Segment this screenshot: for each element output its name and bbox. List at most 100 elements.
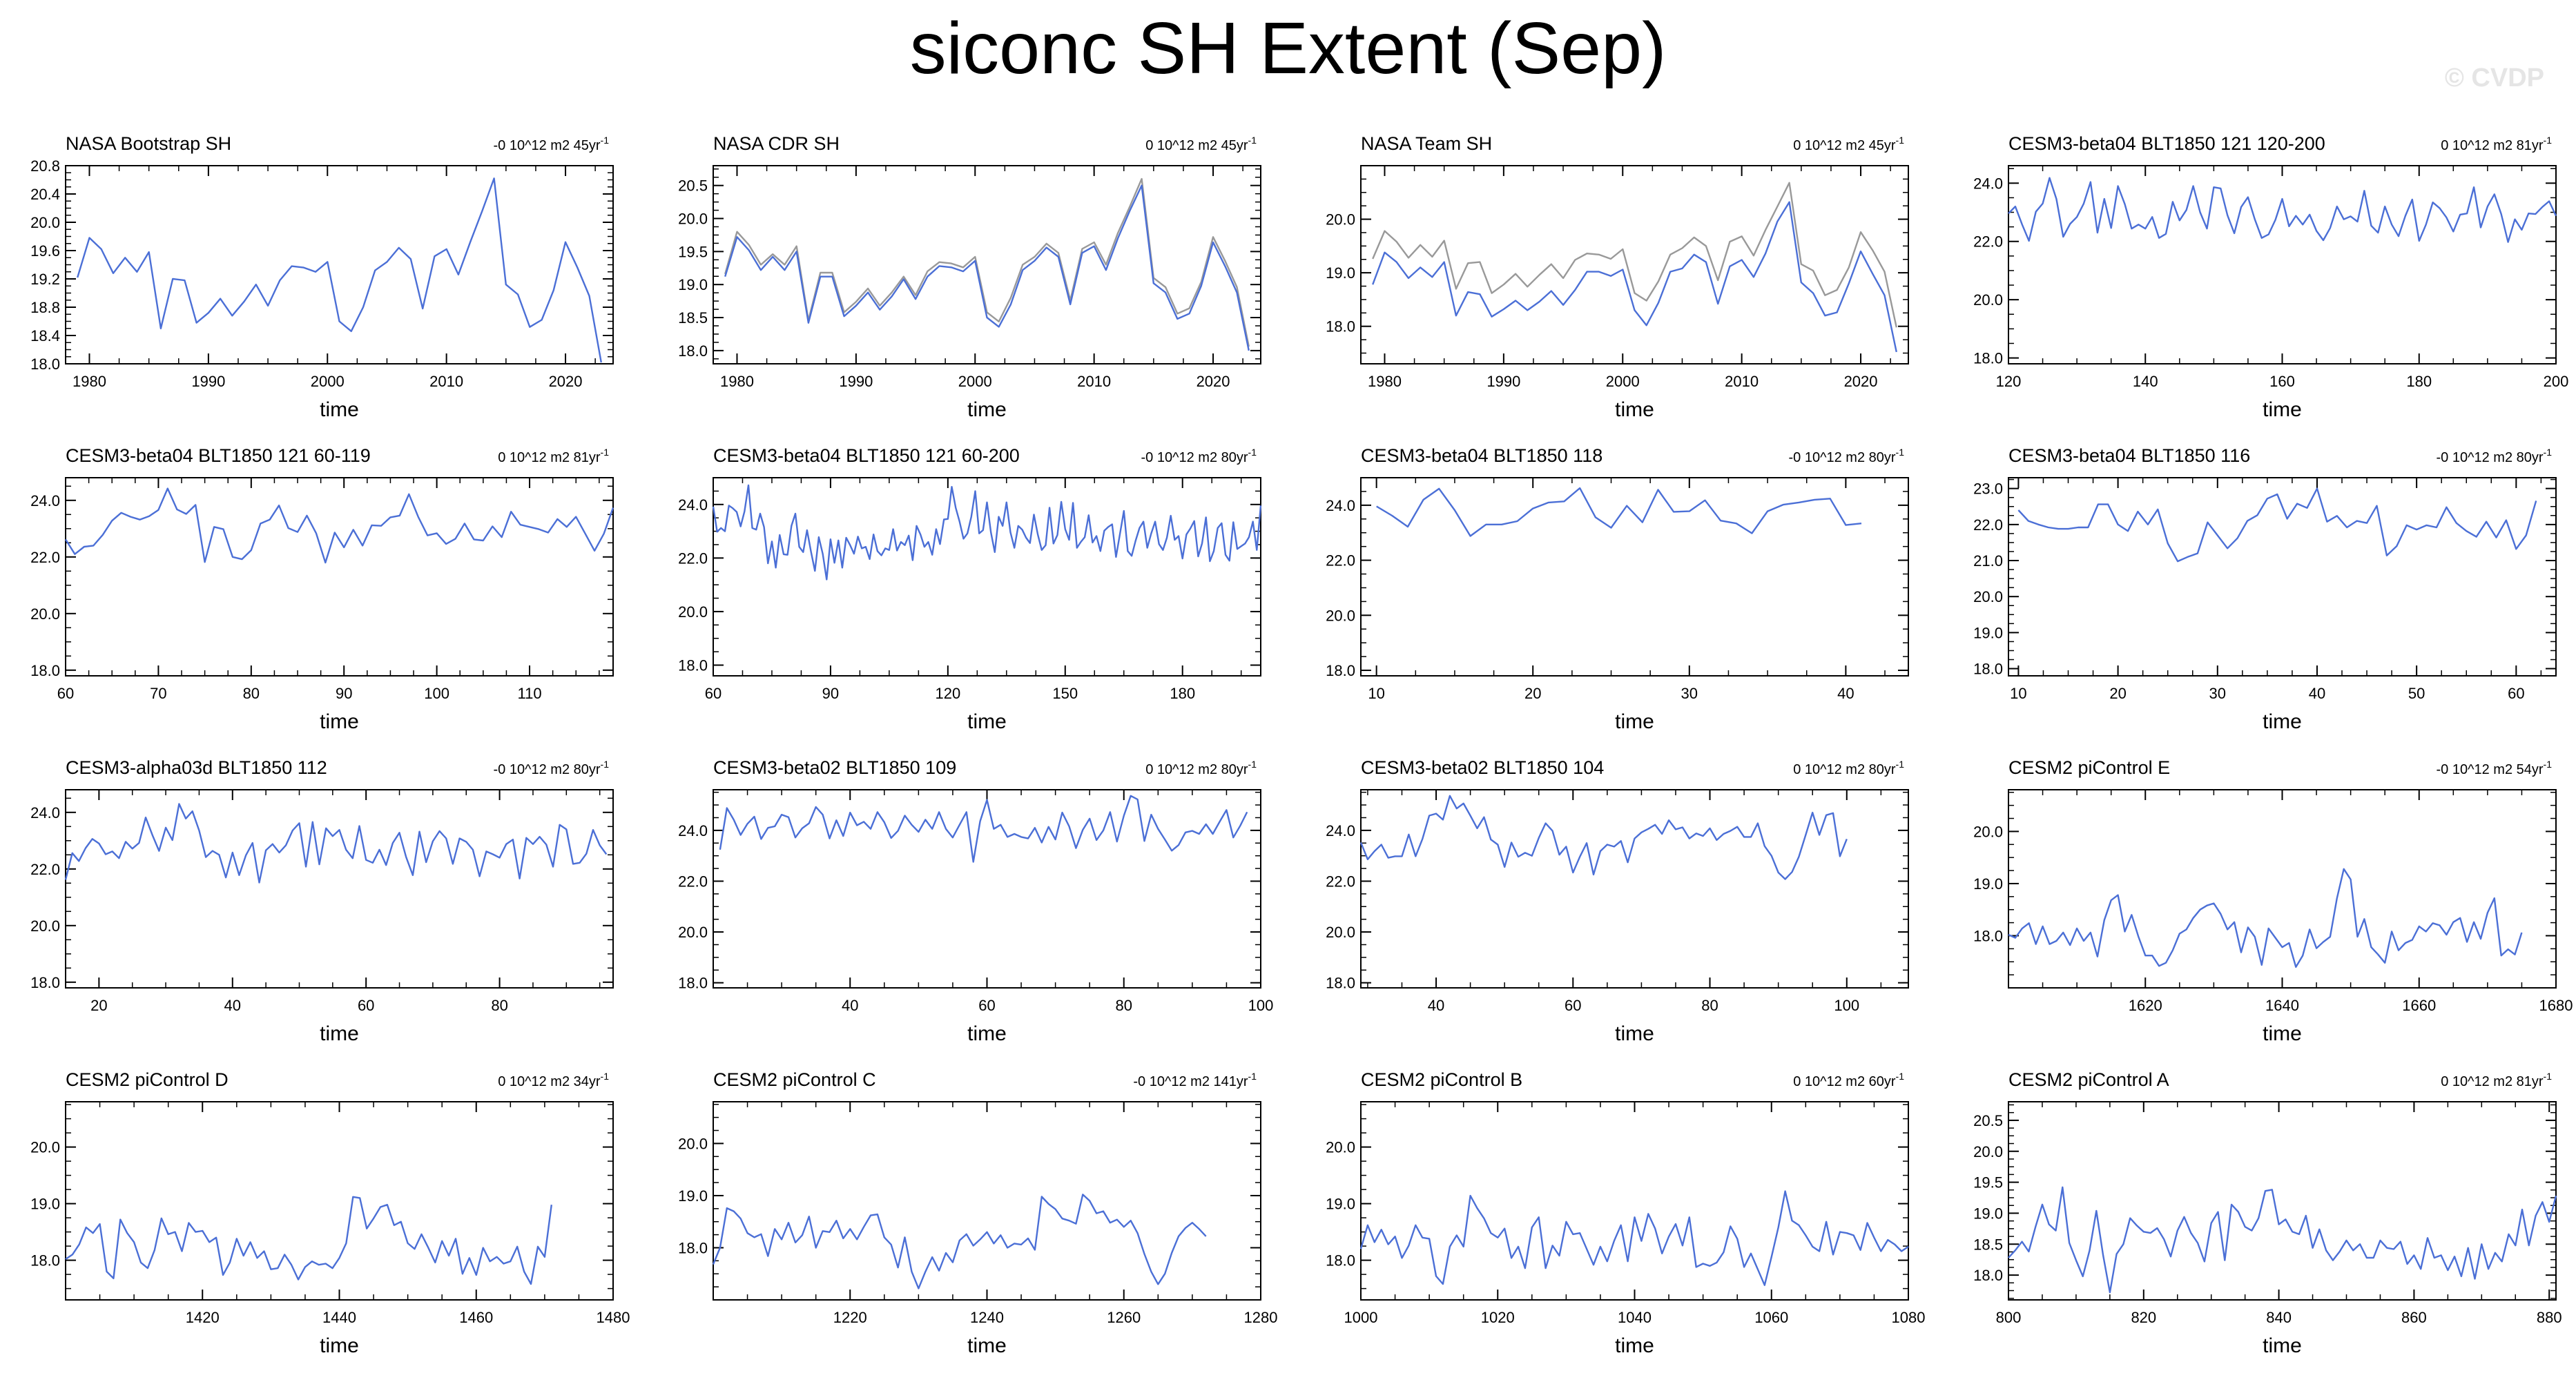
x-axis-label: time: [2263, 1334, 2302, 1357]
series-line: [1372, 201, 1897, 353]
x-tick-label: 200: [2544, 373, 2569, 390]
series-line: [2008, 1186, 2557, 1294]
x-tick-label: 100: [1248, 997, 1274, 1014]
series-line: [2008, 868, 2523, 969]
trend-superscript: -1: [1896, 447, 1905, 458]
y-tick-label: 22.0: [30, 861, 60, 878]
x-tick-label: 50: [2408, 685, 2425, 702]
trend-label: -0 10^12 m2 80yr-1: [1141, 447, 1257, 465]
trend-label: 0 10^12 m2 34yr-1: [498, 1071, 609, 1089]
chart-title: CESM3-beta04 BLT1850 121 60-200: [713, 445, 1020, 466]
x-tick-label: 2000: [1606, 373, 1640, 390]
x-axis-label: time: [967, 398, 1007, 421]
x-tick-label: 60: [57, 685, 74, 702]
x-tick-label: 1990: [1486, 373, 1520, 390]
plot-frame: [2008, 1101, 2557, 1301]
x-tick-label: 10: [1368, 685, 1384, 702]
chart-title: CESM3-beta04 BLT1850 118: [1361, 445, 1602, 466]
chart-title: CESM2 piControl A: [2008, 1069, 2169, 1090]
chart-panel: CESM2 piControl D 0 10^12 m2 34yr-1 1420 14…: [30, 1069, 630, 1357]
y-tick-label: 24.0: [30, 492, 60, 509]
chart-title: CESM3-beta04 BLT1850 121 60-119: [66, 445, 371, 466]
trend-superscript: -1: [601, 135, 610, 146]
series-line: [2008, 177, 2557, 243]
y-tick-label: 24.0: [1973, 175, 2003, 192]
plot-frame: [713, 1101, 1261, 1301]
y-tick-label: 22.0: [678, 873, 708, 890]
chart-panel: CESM3-beta02 BLT1850 104 0 10^12 m2 80yr-…: [1326, 757, 1909, 1045]
chart-title: CESM3-beta02 BLT1850 104: [1361, 757, 1604, 778]
x-tick-label: 150: [1052, 685, 1078, 702]
y-tick-label: 19.0: [1973, 1205, 2003, 1222]
x-tick-label: 1080: [1892, 1309, 1926, 1326]
trend-label: 0 10^12 m2 45yr-1: [1793, 135, 1904, 153]
y-tick-label: 20.0: [1326, 924, 1355, 941]
y-tick-label: 20.0: [1326, 211, 1355, 228]
x-tick-label: 160: [2269, 373, 2295, 390]
x-tick-label: 40: [1837, 685, 1854, 702]
y-tick-label: 22.0: [1326, 873, 1355, 890]
x-tick-label: 80: [1116, 997, 1132, 1014]
plot-frame: [65, 789, 614, 989]
x-tick-label: 40: [842, 997, 858, 1014]
y-tick-label: 18.0: [1973, 1267, 2003, 1284]
plot-frame: [713, 789, 1261, 989]
y-tick-label: 20.0: [1973, 588, 2003, 605]
chart-title: NASA Bootstrap SH: [66, 133, 231, 154]
chart-panel: CESM3-beta04 BLT1850 121 60-119 0 10^12 m…: [30, 445, 614, 733]
trend-superscript: -1: [1896, 135, 1905, 146]
y-tick-label: 24.0: [1326, 822, 1355, 839]
x-axis-label: time: [1615, 710, 1654, 733]
y-tick-label: 18.0: [1326, 1252, 1355, 1270]
x-tick-label: 1460: [459, 1309, 493, 1326]
x-axis-label: time: [2263, 710, 2302, 733]
plot-frame: [2008, 789, 2557, 989]
chart-panel: CESM2 piControl E -0 10^12 m2 54yr-1 1620 1…: [1973, 757, 2573, 1045]
trend-label: -0 10^12 m2 80yr-1: [494, 759, 610, 777]
trend-label: 0 10^12 m2 81yr-1: [498, 447, 609, 465]
y-tick-label: 18.0: [30, 662, 60, 679]
y-tick-label: 18.0: [30, 1252, 60, 1270]
x-tick-label: 1480: [597, 1309, 630, 1326]
y-tick-label: 22.0: [1973, 233, 2003, 251]
y-tick-label: 19.0: [1326, 1196, 1355, 1213]
y-tick-label: 18.0: [1973, 350, 2003, 367]
x-tick-label: 2010: [429, 373, 463, 390]
x-tick-label: 820: [2131, 1309, 2156, 1326]
y-tick-label: 22.0: [1973, 516, 2003, 534]
series-line-secondary: [724, 177, 1250, 347]
y-tick-label: 19.5: [1973, 1174, 2003, 1191]
y-tick-label: 20.0: [1973, 1143, 2003, 1160]
y-tick-label: 20.0: [30, 214, 60, 231]
y-tick-label: 20.0: [1973, 823, 2003, 840]
trend-superscript: -1: [1248, 1071, 1257, 1082]
x-tick-label: 2020: [549, 373, 583, 390]
trend-superscript: -1: [1248, 447, 1257, 458]
trend-label: 0 10^12 m2 45yr-1: [1145, 135, 1257, 153]
chart-panel: NASA Bootstrap SH -0 10^12 m2 45yr-1 1980 1…: [30, 133, 614, 421]
y-tick-label: 18.0: [678, 1239, 708, 1256]
x-tick-label: 70: [150, 685, 166, 702]
chart-title: CESM2 piControl D: [66, 1069, 229, 1090]
x-tick-label: 2000: [311, 373, 345, 390]
plot-frame: [713, 477, 1261, 677]
x-tick-label: 1240: [970, 1309, 1004, 1326]
trend-superscript: -1: [2544, 447, 2553, 458]
chart-panel: CESM3-beta04 BLT1850 121 120-200 0 10^12 …: [1973, 133, 2568, 421]
plot-frame: [1360, 1101, 1909, 1301]
series-line: [64, 487, 614, 564]
y-tick-label: 20.0: [678, 211, 708, 228]
x-axis-label: time: [320, 1334, 359, 1357]
x-axis-label: time: [320, 710, 359, 733]
y-tick-label: 21.0: [1973, 552, 2003, 570]
x-tick-label: 20: [90, 997, 107, 1014]
x-axis-label: time: [1615, 1022, 1654, 1045]
x-axis-label: time: [1615, 398, 1654, 421]
trend-label: -0 10^12 m2 80yr-1: [1789, 447, 1905, 465]
trend-superscript: -1: [2544, 1071, 2553, 1082]
y-tick-label: 18.0: [30, 356, 60, 373]
y-tick-label: 18.0: [1326, 975, 1355, 992]
y-tick-label: 18.0: [1973, 661, 2003, 678]
